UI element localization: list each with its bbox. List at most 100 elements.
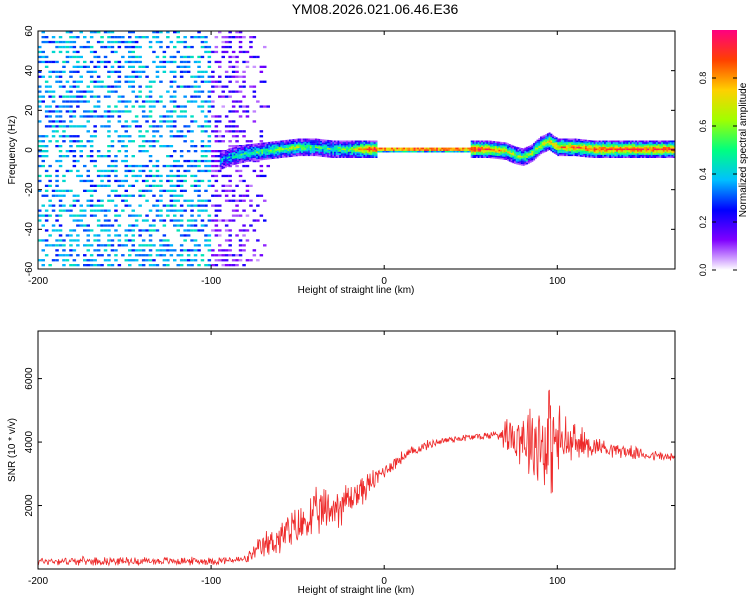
heatmap-cell	[197, 70, 201, 73]
heatmap-cell	[604, 151, 606, 154]
heatmap-cell	[138, 65, 142, 68]
heatmap-cell	[652, 150, 655, 152]
heatmap-cell	[190, 174, 194, 178]
heatmap-cell	[598, 143, 601, 146]
heatmap-cell	[439, 150, 442, 153]
heatmap-cell	[166, 249, 170, 252]
heatmap-cell	[339, 145, 342, 147]
heatmap-cell	[325, 150, 328, 153]
heatmap-cell	[197, 209, 201, 212]
heatmap-cell	[259, 147, 262, 150]
heatmap-cell	[578, 150, 581, 152]
y-tick-label: -20	[24, 182, 35, 197]
heatmap-cell	[166, 90, 170, 93]
heatmap-cell	[179, 219, 184, 222]
heatmap-cell	[524, 163, 527, 166]
heatmap-cell	[218, 65, 222, 68]
heatmap-cell	[334, 140, 336, 143]
heatmap-cell	[666, 146, 669, 149]
heatmap-cell	[405, 147, 407, 150]
heatmap-cell	[546, 141, 549, 143]
heatmap-cell	[626, 142, 629, 144]
heatmap-cell	[524, 152, 527, 155]
heatmap-cell	[321, 145, 324, 148]
heatmap-cell	[103, 214, 108, 217]
heatmap-cell	[581, 150, 584, 153]
heatmap-cell	[579, 147, 582, 149]
heatmap-cell	[186, 65, 191, 68]
heatmap-cell	[657, 140, 660, 143]
heatmap-cell	[159, 244, 163, 247]
heatmap-cell	[418, 150, 421, 153]
heatmap-cell	[69, 150, 73, 153]
heatmap-cell	[631, 142, 634, 144]
heatmap-cell	[256, 194, 260, 197]
heatmap-cell	[351, 142, 354, 144]
heatmap-cell	[557, 146, 560, 149]
heatmap-cell	[295, 151, 298, 154]
heatmap-cell	[114, 60, 118, 64]
heatmap-cell	[280, 145, 283, 147]
heatmap-cell	[162, 264, 167, 267]
heatmap-cell	[527, 152, 530, 155]
heatmap-cell	[263, 147, 265, 149]
heatmap-cell	[204, 120, 208, 123]
heatmap-cell	[162, 50, 167, 54]
heatmap-cell	[645, 151, 648, 154]
heatmap-cell	[218, 31, 222, 34]
heatmap-cell	[299, 141, 302, 144]
heatmap-cell	[173, 189, 177, 192]
y-tick-label: 6000	[24, 367, 35, 390]
heatmap-cell	[373, 154, 376, 157]
heatmap-cell	[543, 141, 546, 143]
heatmap-cell	[595, 143, 598, 146]
heatmap-cell	[339, 146, 342, 149]
heatmap-cell	[204, 36, 208, 39]
heatmap-cell	[375, 156, 378, 158]
heatmap-cell	[519, 152, 522, 155]
heatmap-cell	[183, 239, 187, 242]
heatmap-cell	[661, 154, 664, 157]
heatmap-cell	[242, 110, 246, 113]
heatmap-cell	[62, 189, 66, 192]
heatmap-cell	[612, 154, 615, 157]
heatmap-cell	[110, 50, 115, 54]
heatmap-cell	[598, 140, 601, 143]
heatmap-cell	[117, 95, 122, 98]
heatmap-cell	[211, 85, 215, 88]
heatmap-cell	[207, 169, 212, 173]
heatmap-cell	[662, 150, 665, 152]
heatmap-cell	[555, 142, 558, 144]
heatmap-cell	[666, 140, 669, 143]
heatmap-cell	[363, 156, 366, 158]
heatmap-cell	[546, 139, 549, 142]
heatmap-cell	[107, 244, 111, 247]
heatmap-cell	[334, 154, 336, 157]
colorbar-tick-label: 0.6	[698, 120, 708, 133]
heatmap-cell	[89, 199, 94, 202]
heatmap-cell	[223, 155, 226, 158]
heatmap-cell	[649, 142, 651, 144]
heatmap-cell	[231, 110, 236, 113]
heatmap-cell	[131, 55, 135, 59]
heatmap-cell	[354, 143, 357, 146]
heatmap-cell	[228, 90, 232, 93]
heatmap-cell	[138, 229, 142, 232]
heatmap-cell	[650, 145, 653, 147]
heatmap-cell	[179, 70, 184, 73]
heatmap-cell	[633, 154, 636, 157]
heatmap-cell	[339, 150, 342, 152]
heatmap-cell	[496, 141, 499, 144]
heatmap-cell	[557, 154, 560, 157]
heatmap-cell	[179, 65, 184, 68]
heatmap-cell	[325, 152, 328, 155]
heatmap-cell	[285, 151, 288, 153]
heatmap-cell	[391, 149, 394, 151]
heatmap-cell	[89, 80, 94, 83]
heatmap-cell	[252, 95, 257, 98]
heatmap-cell	[349, 148, 352, 151]
heatmap-cell	[38, 45, 42, 49]
heatmap-cell	[173, 75, 177, 78]
heatmap-cell	[576, 143, 579, 146]
